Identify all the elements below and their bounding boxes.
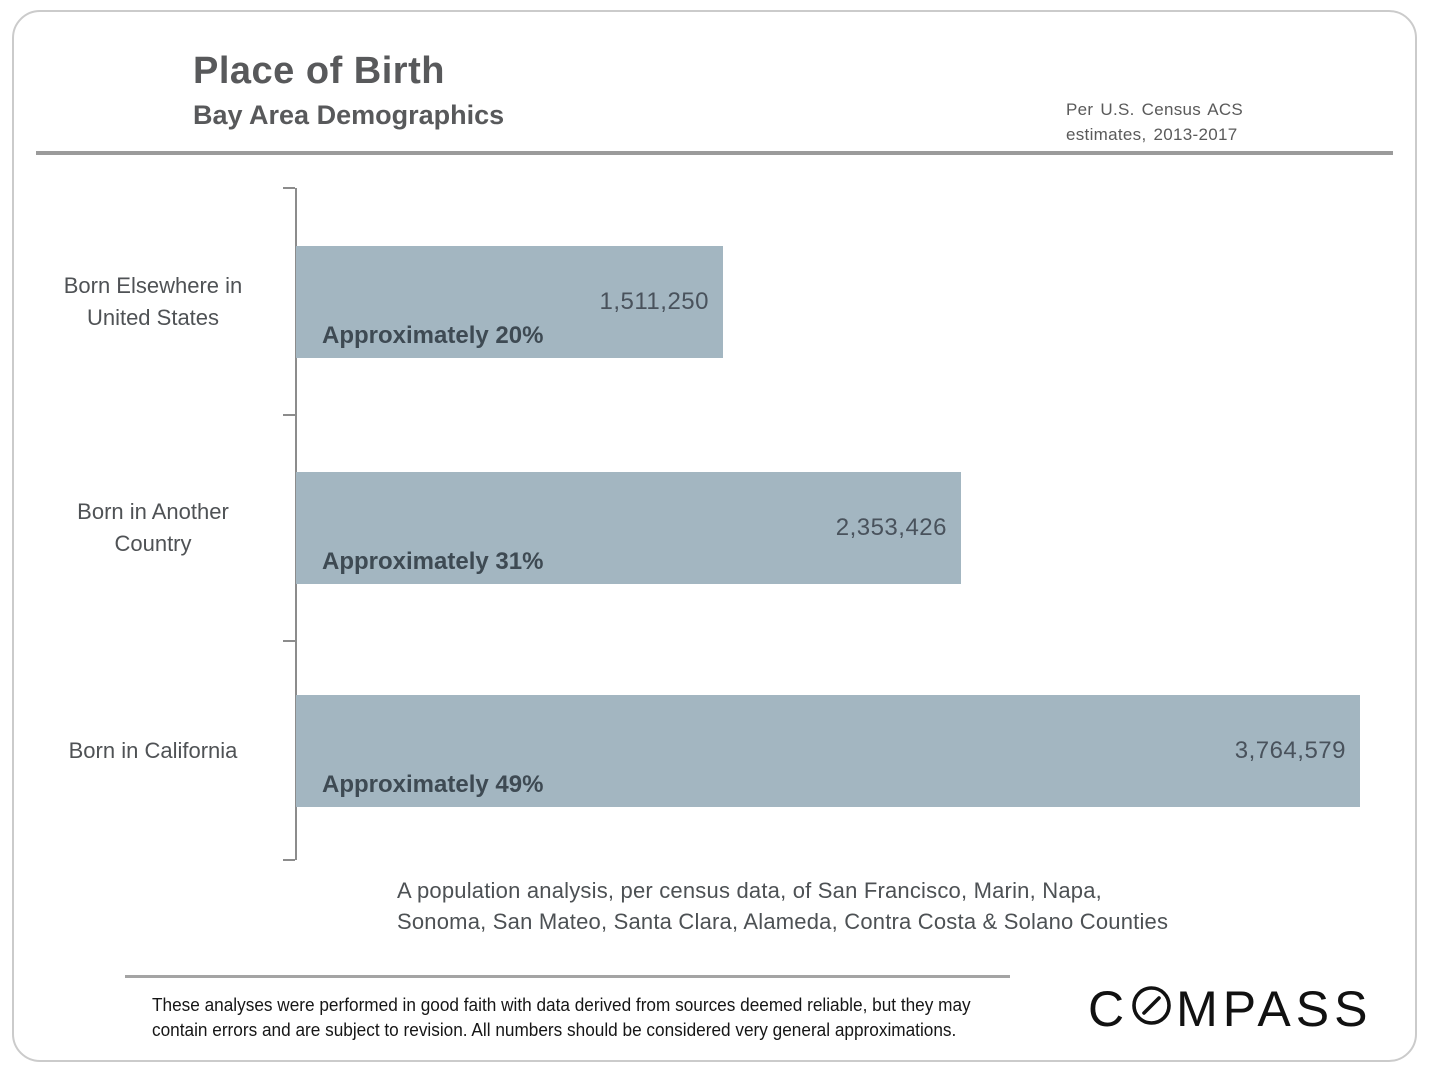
page-subtitle: Bay Area Demographics	[193, 100, 505, 130]
page-title: Place of Birth	[193, 50, 445, 92]
header-divider	[36, 151, 1393, 155]
chart-footnote: A population analysis, per census data, …	[397, 875, 1168, 937]
chart-footnote-line1: A population analysis, per census data, …	[397, 878, 1102, 903]
source-note: Per U.S. Census ACS estimates, 2013-2017	[1066, 97, 1243, 147]
footer-divider	[125, 975, 1010, 978]
source-note-line1: Per U.S. Census ACS	[1066, 100, 1244, 119]
chart-footnote-line2: Sonoma, San Mateo, Santa Clara, Alameda,…	[397, 909, 1169, 934]
source-note-line2: estimates, 2013-2017	[1066, 125, 1238, 144]
compass-logo-text-before: C	[1088, 981, 1130, 1037]
disclaimer-line2: contain errors and are subject to revisi…	[152, 1019, 957, 1040]
compass-logo: C MPASS	[1088, 980, 1372, 1038]
compass-logo-text-after: MPASS	[1176, 981, 1373, 1037]
compass-o-needle-icon	[1131, 980, 1172, 1038]
disclaimer-line1: These analyses were performed in good fa…	[152, 994, 971, 1015]
disclaimer-text: These analyses were performed in good fa…	[152, 992, 971, 1042]
